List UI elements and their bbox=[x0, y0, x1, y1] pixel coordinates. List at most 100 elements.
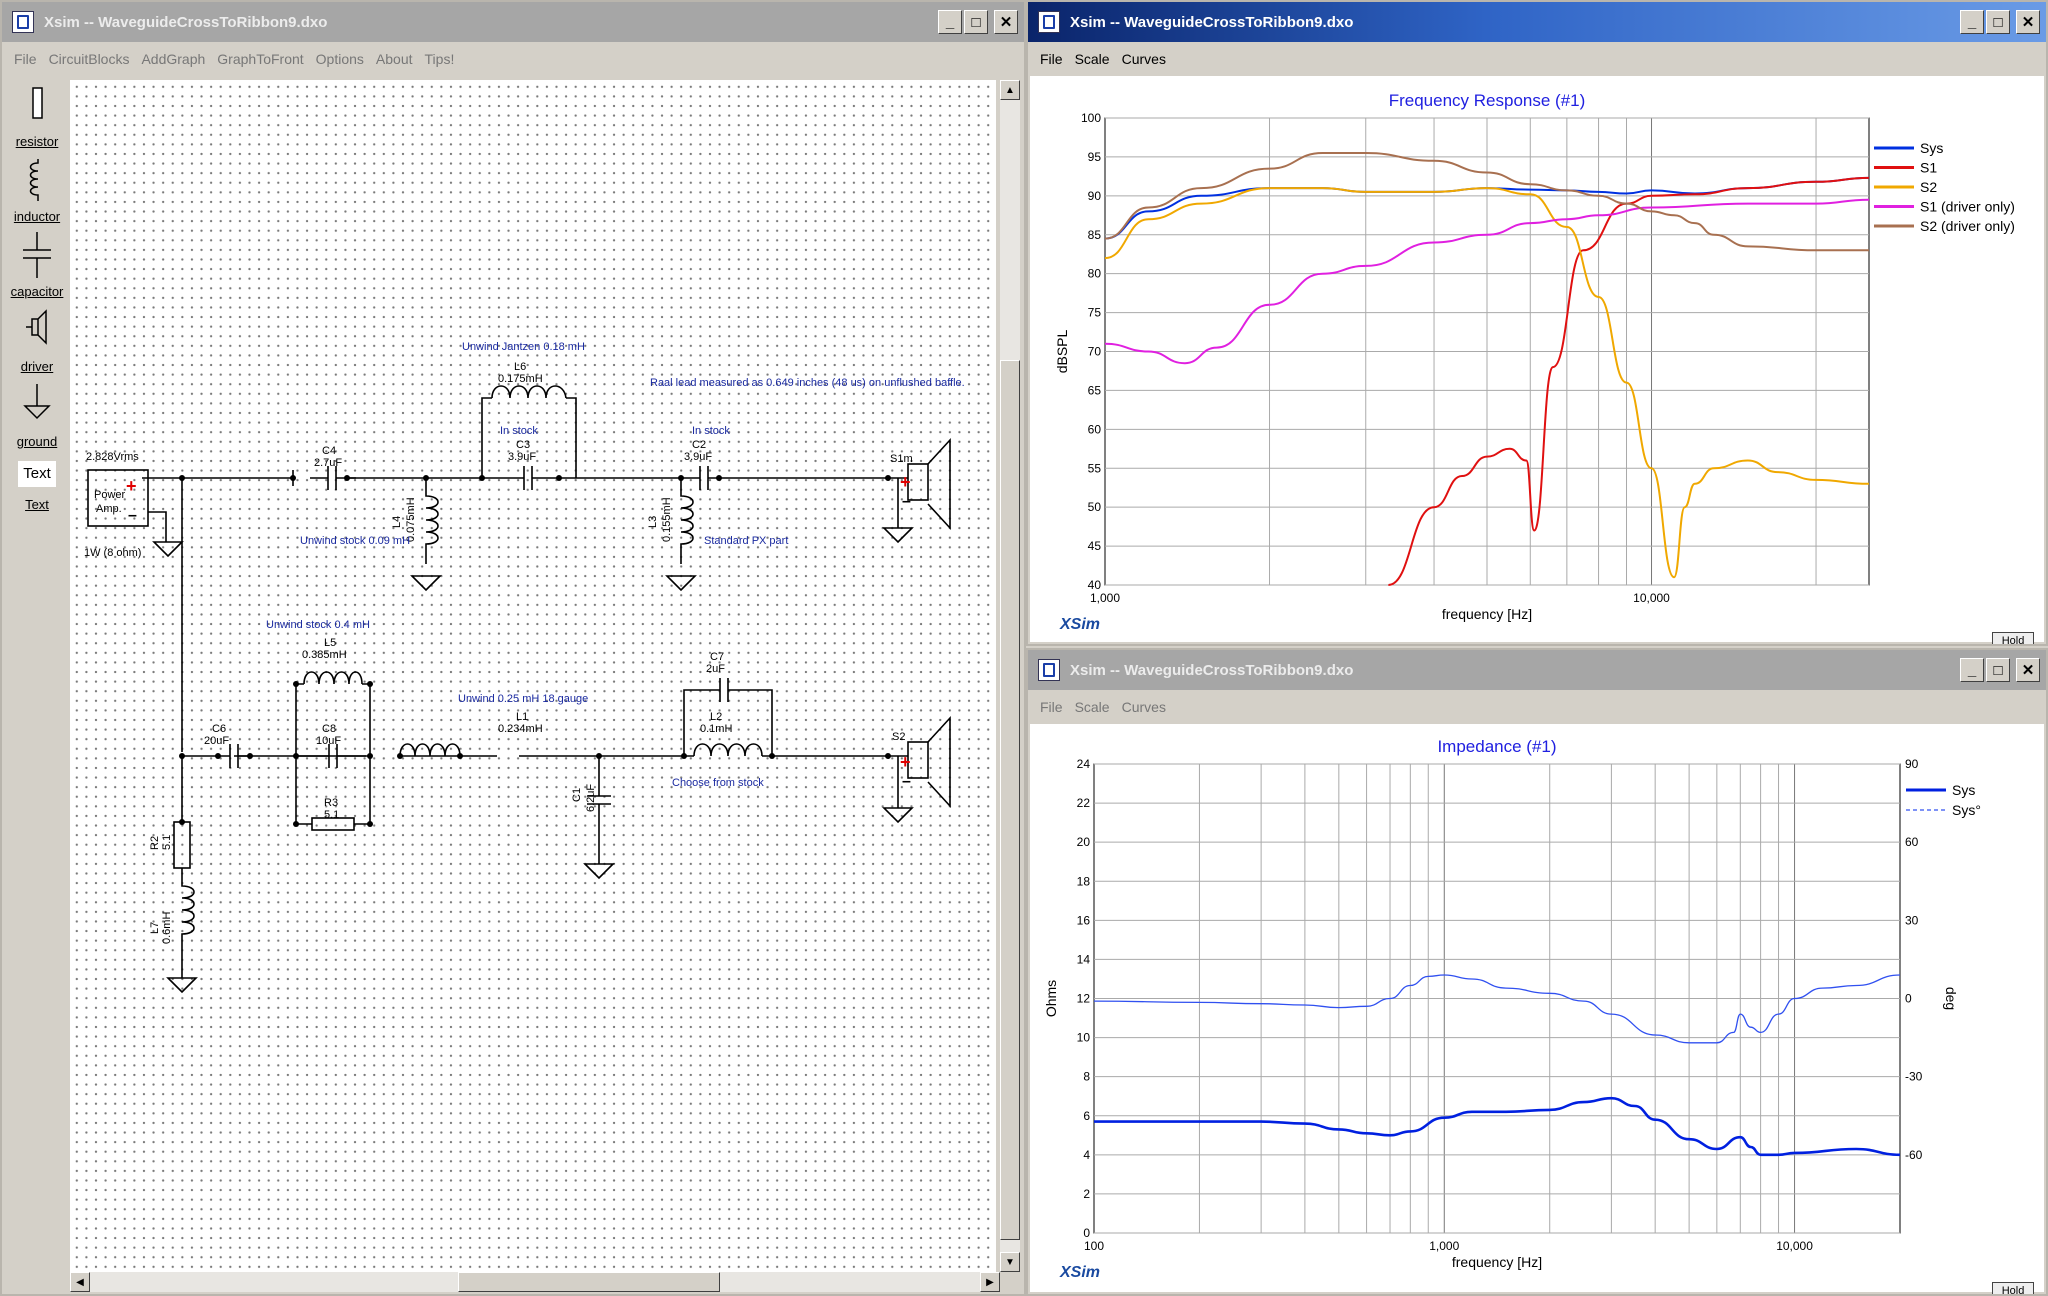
y-tick-label: 16 bbox=[1077, 913, 1091, 927]
scroll-up-button[interactable]: ▲ bbox=[1000, 80, 1020, 100]
menu-file[interactable]: File bbox=[1040, 51, 1063, 67]
menu-curves[interactable]: Curves bbox=[1121, 51, 1166, 67]
l7-value: 0.6mH bbox=[161, 912, 173, 944]
maximize-button[interactable]: □ bbox=[1986, 658, 2010, 682]
y-tick-label: 18 bbox=[1077, 874, 1091, 888]
y2-tick-label: -30 bbox=[1905, 1070, 1923, 1084]
menu-file[interactable]: File bbox=[1040, 699, 1063, 715]
scroll-down-button[interactable]: ▼ bbox=[1000, 1252, 1020, 1272]
circuit-menubar: File CircuitBlocks AddGraph GraphToFront… bbox=[2, 46, 1024, 72]
hold-button[interactable]: Hold bbox=[1992, 1282, 2034, 1294]
schematic-vertical-scrollbar[interactable]: ▲ ▼ bbox=[1000, 80, 1020, 1272]
close-button[interactable]: ✕ bbox=[2016, 658, 2040, 682]
x-tick-label: 1,000 bbox=[1090, 591, 1120, 605]
xsim-brand-label: XSim bbox=[1059, 1264, 1100, 1281]
component-toolbox: resistor inductor capacitor driver groun… bbox=[8, 82, 66, 1282]
hold-button[interactable]: Hold bbox=[1992, 632, 2034, 644]
note-unwind-025: Unwind 0.25 mH 18 gauge bbox=[458, 693, 588, 705]
y-axis-label: dBSPL bbox=[1054, 329, 1070, 373]
tool-ground[interactable]: ground bbox=[8, 382, 66, 452]
circuit-titlebar[interactable]: Xsim -- WaveguideCrossToRibbon9.dxo _ □ … bbox=[2, 2, 1024, 42]
y-tick-label: 100 bbox=[1081, 111, 1101, 125]
minimize-button[interactable]: _ bbox=[1960, 10, 1984, 34]
tool-driver[interactable]: driver bbox=[8, 307, 66, 377]
tool-inductor-label: inductor bbox=[13, 209, 61, 224]
note-raal: Raal lead measured as 0.649 inches (48 u… bbox=[650, 377, 965, 389]
x-tick-label: 10,000 bbox=[1633, 591, 1670, 605]
y-tick-label: 24 bbox=[1077, 757, 1091, 771]
series-line-s1-driver-only bbox=[1104, 198, 1870, 365]
fr-plot-area[interactable]: 40 45 50 55 60 65 70 75 80 85 90 95 100 1,000 10,000 Fr… bbox=[1030, 76, 2044, 644]
schematic-horizontal-scrollbar[interactable]: ◀ ▶ bbox=[70, 1272, 1000, 1292]
fr-titlebar[interactable]: Xsim -- WaveguideCrossToRibbon9.dxo _ □ … bbox=[1028, 2, 2046, 42]
y2-axis-label: deg bbox=[1943, 987, 1959, 1010]
chart-title: Impedance (#1) bbox=[1437, 737, 1556, 756]
chart-title: Frequency Response (#1) bbox=[1389, 91, 1586, 110]
note-unwind-009: Unwind stock 0.09 mH bbox=[300, 535, 410, 547]
xsim-app-icon bbox=[1038, 659, 1060, 681]
ground-icon bbox=[23, 384, 51, 420]
tool-resistor[interactable]: resistor bbox=[8, 82, 66, 152]
svg-text:–: – bbox=[128, 507, 137, 524]
menu-graphtofront[interactable]: GraphToFront bbox=[217, 51, 304, 67]
source-voltage-label: 2.828Vrms bbox=[86, 451, 139, 463]
maximize-button[interactable]: □ bbox=[1986, 10, 2010, 34]
menu-scale[interactable]: Scale bbox=[1074, 699, 1110, 715]
xsim-app-icon bbox=[1038, 11, 1060, 33]
c1-name: C1 bbox=[571, 788, 583, 802]
menu-scale[interactable]: Scale bbox=[1074, 51, 1110, 67]
c6-name: C6 bbox=[212, 723, 226, 735]
amp-label-1: Power bbox=[94, 489, 126, 501]
fr-menubar: File Scale Curves bbox=[1028, 46, 2046, 72]
svg-text:+: + bbox=[900, 752, 911, 772]
menu-file[interactable]: File bbox=[14, 51, 37, 67]
c4-name: C4 bbox=[322, 445, 336, 457]
l4-value: 0.075mH bbox=[405, 497, 417, 542]
scroll-left-button[interactable]: ◀ bbox=[70, 1272, 90, 1292]
l2-value: 0.1mH bbox=[700, 723, 732, 735]
imp-titlebar[interactable]: Xsim -- WaveguideCrossToRibbon9.dxo _ □ … bbox=[1028, 650, 2046, 690]
horizontal-scroll-thumb[interactable] bbox=[458, 1272, 720, 1292]
y-tick-label: 40 bbox=[1088, 578, 1102, 592]
s2-name: S2 bbox=[892, 731, 905, 743]
c4-value: 2.7uF bbox=[314, 457, 342, 469]
menu-addgraph[interactable]: AddGraph bbox=[141, 51, 206, 67]
tool-text[interactable]: Text Text bbox=[8, 457, 66, 527]
y-axis-label: Ohms bbox=[1043, 980, 1059, 1017]
l6-value: 0.175mH bbox=[498, 373, 543, 385]
minimize-button[interactable]: _ bbox=[1960, 658, 1984, 682]
menu-about[interactable]: About bbox=[375, 51, 413, 67]
scroll-right-button[interactable]: ▶ bbox=[980, 1272, 1000, 1292]
tool-capacitor[interactable]: capacitor bbox=[8, 232, 66, 302]
capacitor-icon bbox=[23, 232, 51, 278]
vertical-scroll-thumb[interactable] bbox=[1000, 360, 1020, 1240]
note-in-stock-1: In stock bbox=[500, 425, 538, 437]
menu-circuitblocks[interactable]: CircuitBlocks bbox=[48, 51, 130, 67]
menu-options[interactable]: Options bbox=[315, 51, 364, 67]
inductor-icon bbox=[29, 159, 39, 201]
xsim-brand-label: XSim bbox=[1059, 616, 1100, 633]
fr-window-title: Xsim -- WaveguideCrossToRibbon9.dxo bbox=[1070, 13, 1354, 31]
svg-text:+: + bbox=[126, 476, 137, 496]
r2-name: R2 bbox=[149, 836, 161, 850]
x-tick-label: 1,000 bbox=[1429, 1239, 1459, 1253]
imp-plot-area[interactable]: 0 2 4 6 8 10 12 14 16 18 20 22 24 100 1,000 10,000 -60 -3… bbox=[1030, 724, 2044, 1294]
minimize-button[interactable]: _ bbox=[938, 10, 962, 34]
series-line-s1 bbox=[1388, 176, 1870, 586]
close-button[interactable]: ✕ bbox=[994, 10, 1018, 34]
text-icon: Text bbox=[18, 461, 56, 487]
legend-label: S1 (driver only) bbox=[1920, 199, 2015, 215]
menu-curves[interactable]: Curves bbox=[1121, 699, 1166, 715]
y-tick-label: 45 bbox=[1088, 539, 1102, 553]
menu-tips[interactable]: Tips! bbox=[424, 51, 455, 67]
maximize-button[interactable]: □ bbox=[964, 10, 988, 34]
legend-label: Sys bbox=[1920, 140, 1943, 156]
schematic-canvas[interactable]: + + + – – – 2.828Vrms Power Amp. 1W (8 ohm) … bbox=[70, 80, 996, 1272]
tool-inductor[interactable]: inductor bbox=[8, 157, 66, 227]
close-button[interactable]: ✕ bbox=[2016, 10, 2040, 34]
l5-name: L5 bbox=[324, 637, 336, 649]
tool-driver-label: driver bbox=[20, 359, 54, 374]
x-tick-label: 100 bbox=[1084, 1239, 1104, 1253]
svg-text:–: – bbox=[902, 493, 911, 510]
